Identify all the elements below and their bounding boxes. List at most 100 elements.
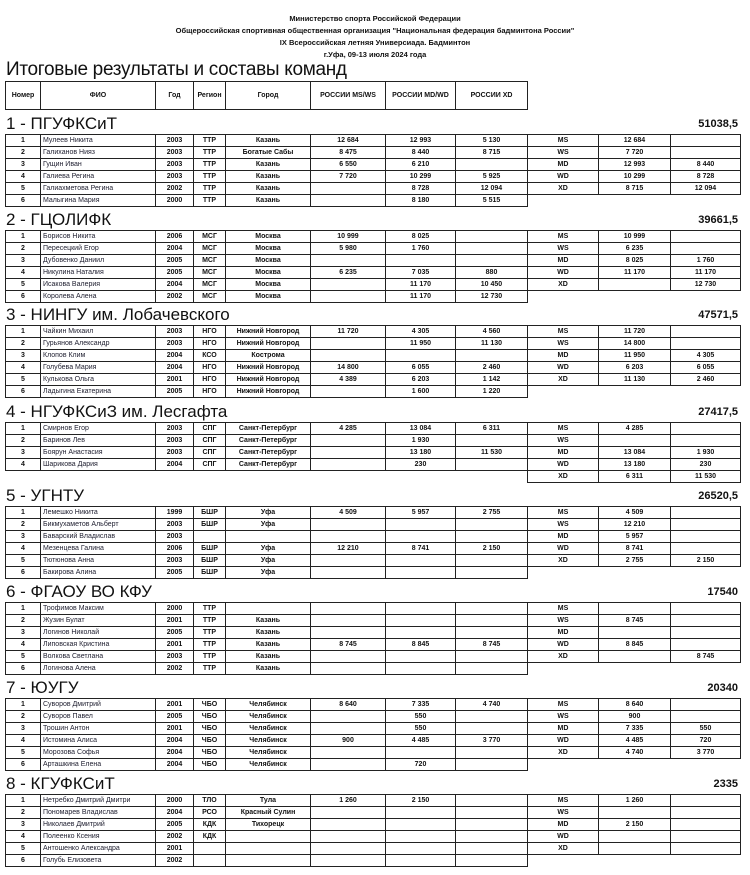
team-title: 3 - НИНГУ им. Лобачевского xyxy=(6,305,230,324)
team-score: 51038,5 xyxy=(698,118,738,130)
category-value: 8 741 xyxy=(598,542,671,555)
player-year: 2004 xyxy=(155,242,194,255)
player-xd xyxy=(455,349,528,362)
player-xd xyxy=(455,566,528,579)
player-name: Малыгина Мария xyxy=(40,194,156,207)
table-row: 1 Смирнов Егор 2003 СПГ Санкт-Петербург 4 285… xyxy=(5,422,741,435)
player-city: Казань xyxy=(225,650,311,663)
player-num: 6 xyxy=(5,194,41,207)
category-value: 13 084 xyxy=(598,446,671,459)
table-row: 4 Липовская Кристина 2001 ТТР Казань 8 745 8 8… xyxy=(5,638,741,651)
player-mdwd: 13 180 xyxy=(385,446,456,459)
category-value: 4 509 xyxy=(598,506,671,519)
player-city: Москва xyxy=(225,290,311,303)
category-label: XD xyxy=(527,842,599,855)
player-name: Никулина Наталия xyxy=(40,266,156,279)
team-title: 2 - ГЦОЛИФК xyxy=(6,210,112,229)
category-label: MD xyxy=(527,254,599,267)
category-value: 8 745 xyxy=(670,650,741,663)
player-region: СПГ xyxy=(193,446,226,459)
player-xd xyxy=(455,158,528,171)
player-num: 2 xyxy=(5,434,41,447)
player-mdwd: 1 760 xyxy=(385,242,456,255)
player-num: 5 xyxy=(5,278,41,291)
player-msws: 4 509 xyxy=(310,506,386,519)
player-msws xyxy=(310,349,386,362)
player-msws: 12 210 xyxy=(310,542,386,555)
player-year: 2004 xyxy=(155,746,194,759)
empty-cell xyxy=(528,855,599,867)
category-value xyxy=(670,434,741,447)
team-title: 4 - НГУФКСиЗ им. Лесгафта xyxy=(6,402,228,421)
player-name: Пересецкий Егор xyxy=(40,242,156,255)
player-msws: 14 800 xyxy=(310,361,386,374)
player-name: Королева Алена xyxy=(40,290,156,303)
category-value xyxy=(598,842,671,855)
table-row: 4 Истомина Алиса 2004 ЧБО Челябинск 900 4 485 3… xyxy=(5,734,741,747)
player-city xyxy=(225,530,311,543)
player-msws xyxy=(310,662,386,675)
player-city: Санкт-Петербург xyxy=(225,446,311,459)
player-num: 4 xyxy=(5,830,41,843)
player-region: ЧБО xyxy=(193,746,226,759)
player-msws: 10 999 xyxy=(310,230,386,243)
player-xd xyxy=(455,626,528,639)
category-label: MS xyxy=(527,602,599,615)
category-value: 11 950 xyxy=(598,349,671,362)
player-year: 2004 xyxy=(155,278,194,291)
player-city: Челябинск xyxy=(225,710,311,723)
player-city: Кострома xyxy=(225,349,311,362)
category-label: MD xyxy=(527,158,599,171)
player-mdwd xyxy=(385,626,456,639)
category-value: 10 999 xyxy=(598,230,671,243)
player-msws: 4 285 xyxy=(310,422,386,435)
category-value: 6 055 xyxy=(670,361,741,374)
category-value: 5 957 xyxy=(598,530,671,543)
player-region: ЧБО xyxy=(193,698,226,711)
player-name: Чайкин Михаил xyxy=(40,325,156,338)
player-mdwd: 4 305 xyxy=(385,325,456,338)
player-region: НГО xyxy=(193,325,226,338)
player-msws xyxy=(310,446,386,459)
table-row: 3 Боярун Анастасия 2003 СПГ Санкт-Петербург 1… xyxy=(5,446,741,459)
table-row: 2 Гурьянов Александр 2003 НГО Нижний Новгоро… xyxy=(5,337,741,350)
player-name: Галиева Регина xyxy=(40,170,156,183)
category-value: 12 210 xyxy=(598,518,671,531)
player-msws xyxy=(310,566,386,579)
category-value: 720 xyxy=(670,734,741,747)
player-name: Николаев Дмитрий xyxy=(40,818,156,831)
player-msws xyxy=(310,434,386,447)
player-name: Волкова Светлана xyxy=(40,650,156,663)
player-region: ТТР xyxy=(193,614,226,627)
team-score: 27417,5 xyxy=(698,406,738,418)
player-msws xyxy=(310,830,386,843)
player-city: Москва xyxy=(225,254,311,267)
category-value: 8 745 xyxy=(598,614,671,627)
player-name: Морозова Софья xyxy=(40,746,156,759)
empty-cell xyxy=(528,386,599,398)
player-name: Тютюнова Анна xyxy=(40,554,156,567)
category-value: 2 460 xyxy=(670,373,741,386)
empty-cell xyxy=(671,759,741,771)
empty-cell xyxy=(599,663,671,675)
category-value xyxy=(670,806,741,819)
empty-cell xyxy=(671,195,741,207)
player-name: Полеенко Ксения xyxy=(40,830,156,843)
player-xd xyxy=(455,434,528,447)
player-region: КСО xyxy=(193,349,226,362)
player-xd xyxy=(455,746,528,759)
player-region: НГО xyxy=(193,385,226,398)
player-region: МСГ xyxy=(193,266,226,279)
player-num: 4 xyxy=(5,734,41,747)
category-value: 6 311 xyxy=(598,470,671,483)
player-region: ТЛО xyxy=(193,794,226,807)
team-score: 47571,5 xyxy=(698,309,738,321)
player-year: 2001 xyxy=(155,373,194,386)
category-value xyxy=(598,806,671,819)
table-row: 6 Голубь Елизовета 2002 xyxy=(5,854,741,867)
player-xd xyxy=(455,722,528,735)
player-mdwd: 4 485 xyxy=(385,734,456,747)
player-year: 2005 xyxy=(155,818,194,831)
player-xd: 880 xyxy=(455,266,528,279)
player-num: 3 xyxy=(5,818,41,831)
